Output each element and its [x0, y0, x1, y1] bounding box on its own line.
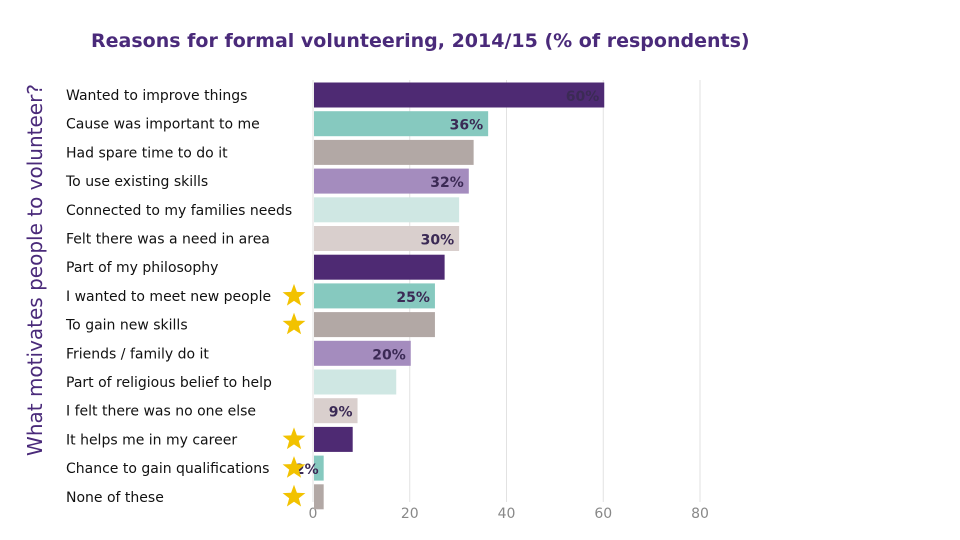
- bar: [314, 312, 435, 338]
- category-label: I felt there was no one else: [66, 404, 256, 420]
- bar: [314, 197, 460, 223]
- bar: [314, 139, 474, 165]
- bar: [314, 455, 324, 481]
- star-icon: [282, 312, 306, 335]
- bar: [314, 340, 411, 366]
- chart-title: Reasons for formal volunteering, 2014/15…: [91, 30, 750, 52]
- star-icon: [282, 427, 306, 450]
- bar: [314, 484, 324, 510]
- data-label: 60%: [566, 89, 600, 105]
- bar: [314, 283, 435, 309]
- bar: [314, 254, 445, 280]
- category-label: Felt there was a need in area: [66, 232, 270, 248]
- category-label: Part of my philosophy: [66, 260, 218, 276]
- x-tick-label: 0: [309, 506, 318, 522]
- x-tick-label: 80: [691, 506, 709, 522]
- data-label: 25%: [396, 290, 430, 306]
- category-label: Had spare time to do it: [66, 145, 228, 161]
- star-icon: [282, 484, 306, 507]
- star-icon: [282, 456, 306, 478]
- bar: [314, 369, 397, 395]
- bar: [314, 82, 605, 108]
- category-label: Connected to my families needs: [66, 203, 292, 219]
- data-label: 32%: [430, 175, 464, 191]
- category-label: Part of religious belief to help: [66, 375, 272, 391]
- bar: [314, 168, 469, 194]
- category-label: Wanted to improve things: [66, 88, 247, 104]
- category-label: I wanted to meet new people: [66, 289, 271, 305]
- star-icon: [282, 283, 306, 306]
- bar: [314, 226, 460, 251]
- data-label: 30%: [421, 233, 455, 249]
- x-tick-label: 60: [594, 506, 612, 522]
- category-label: To use existing skills: [65, 174, 208, 190]
- data-label: 36%: [450, 118, 484, 134]
- category-label: To gain new skills: [65, 318, 188, 334]
- bar: [314, 426, 353, 452]
- data-label: 20%: [372, 347, 406, 363]
- category-label: Chance to gain qualifications: [66, 461, 269, 477]
- data-label: 9%: [329, 405, 353, 421]
- category-label: Cause was important to me: [66, 117, 260, 133]
- x-tick-label: 40: [498, 506, 516, 522]
- x-tick-label: 20: [401, 506, 419, 522]
- bar: [314, 398, 358, 424]
- category-label: None of these: [66, 490, 164, 506]
- category-label: Friends / family do it: [66, 346, 209, 362]
- bar: [314, 111, 489, 137]
- category-label: It helps me in my career: [66, 432, 237, 448]
